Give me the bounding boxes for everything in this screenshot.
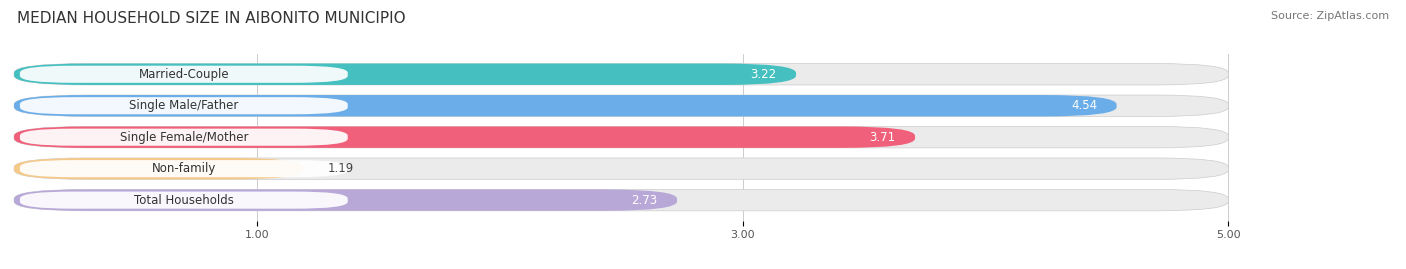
FancyBboxPatch shape <box>14 95 1116 116</box>
FancyBboxPatch shape <box>14 158 304 179</box>
FancyBboxPatch shape <box>14 126 1229 148</box>
Text: Single Male/Father: Single Male/Father <box>129 99 239 112</box>
Text: Source: ZipAtlas.com: Source: ZipAtlas.com <box>1271 11 1389 21</box>
FancyBboxPatch shape <box>14 63 796 85</box>
FancyBboxPatch shape <box>20 129 347 146</box>
FancyBboxPatch shape <box>14 158 1229 179</box>
FancyBboxPatch shape <box>14 189 1229 211</box>
Text: Single Female/Mother: Single Female/Mother <box>120 131 247 144</box>
Text: 2.73: 2.73 <box>631 194 658 207</box>
Text: 3.22: 3.22 <box>751 68 776 81</box>
FancyBboxPatch shape <box>20 97 347 114</box>
Text: Married-Couple: Married-Couple <box>139 68 229 81</box>
Text: Non-family: Non-family <box>152 162 217 175</box>
Text: Total Households: Total Households <box>134 194 233 207</box>
FancyBboxPatch shape <box>20 160 347 177</box>
Text: 3.71: 3.71 <box>869 131 896 144</box>
Text: 4.54: 4.54 <box>1071 99 1097 112</box>
Text: MEDIAN HOUSEHOLD SIZE IN AIBONITO MUNICIPIO: MEDIAN HOUSEHOLD SIZE IN AIBONITO MUNICI… <box>17 11 405 26</box>
FancyBboxPatch shape <box>14 63 1229 85</box>
FancyBboxPatch shape <box>20 192 347 209</box>
FancyBboxPatch shape <box>20 66 347 83</box>
FancyBboxPatch shape <box>14 95 1229 116</box>
Text: 1.19: 1.19 <box>328 162 353 175</box>
FancyBboxPatch shape <box>14 189 678 211</box>
FancyBboxPatch shape <box>14 126 915 148</box>
